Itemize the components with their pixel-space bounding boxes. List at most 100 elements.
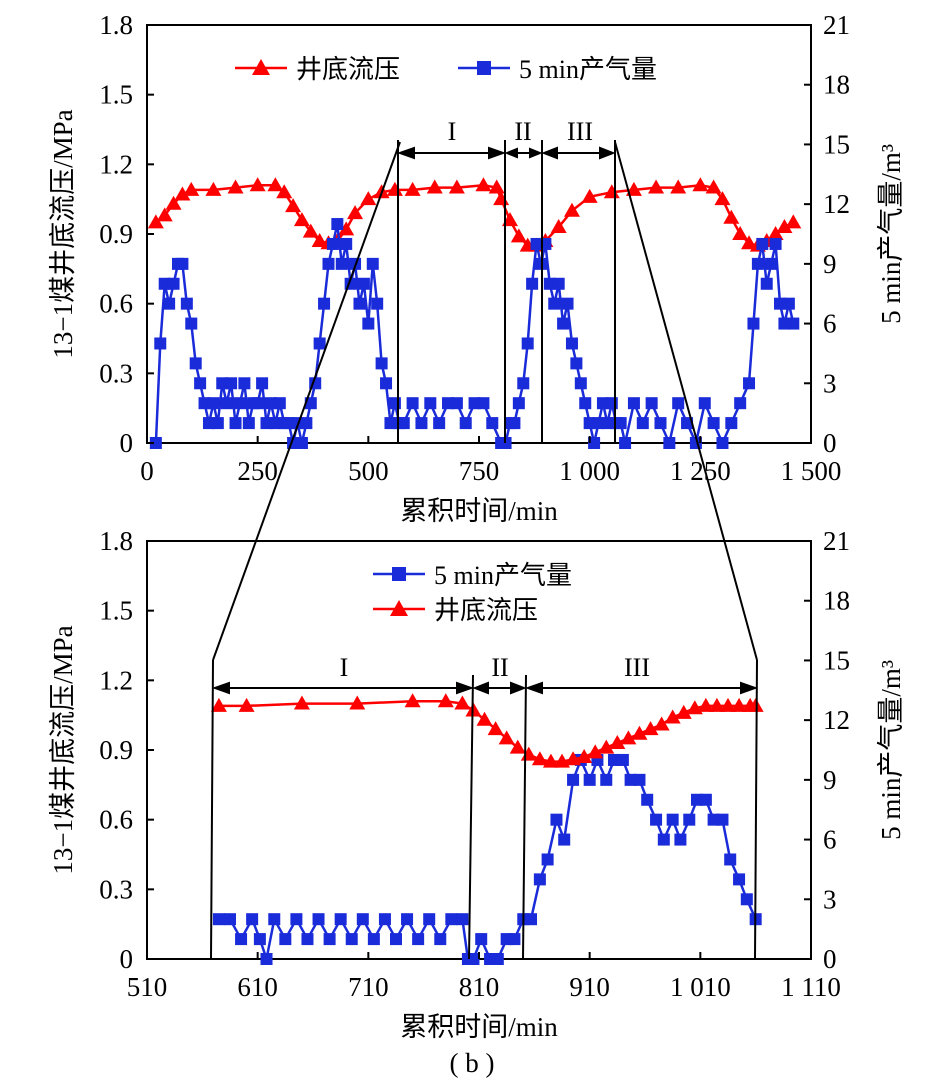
gas-point	[619, 437, 632, 449]
pressure-point	[550, 219, 567, 234]
gas-point	[433, 417, 446, 430]
legend-label-gas: 5 min产气量	[434, 561, 572, 590]
gas-point	[415, 417, 428, 430]
gas-point	[189, 357, 202, 370]
gas-point	[614, 417, 627, 430]
gas-point	[212, 913, 225, 926]
pressure-point	[487, 721, 504, 736]
y-right-tick-label: 12	[823, 705, 850, 735]
legend: 井底流压 5 min产气量	[235, 55, 657, 84]
phase-label-3: III	[567, 117, 593, 146]
gas-point	[401, 913, 414, 926]
pressure-point	[692, 177, 709, 192]
gas-point	[312, 913, 325, 926]
gas-point	[521, 337, 534, 350]
gas-point	[185, 317, 198, 330]
pressure-point	[338, 221, 355, 236]
pressure-point	[785, 214, 802, 229]
y-right-tick-label: 0	[823, 944, 837, 974]
pressure-point	[205, 181, 222, 196]
y-right-axis-title: 5 min产气量/m³	[876, 144, 906, 324]
gas-point	[769, 237, 782, 250]
phase-boundary-line	[468, 674, 474, 960]
pressure-line	[155, 183, 794, 247]
y-left-tick-label: 1.8	[99, 526, 133, 556]
gas-point	[335, 257, 348, 270]
gas-point	[699, 793, 712, 806]
gas-point	[512, 397, 525, 410]
pressure-point	[183, 181, 200, 196]
gas-point	[412, 933, 425, 946]
phase-boundary-line	[210, 659, 214, 960]
gas-point	[253, 933, 266, 946]
gas-point	[326, 237, 339, 250]
y-right-tick-label: 21	[823, 10, 850, 40]
pressure-point	[476, 711, 493, 726]
x-tick-label: 1 110	[781, 972, 841, 1002]
gas-point	[707, 417, 720, 430]
gas-point	[318, 297, 331, 310]
gas-point	[445, 913, 458, 926]
gas-point	[756, 237, 769, 250]
gas-point	[550, 813, 563, 826]
gas-point	[683, 813, 696, 826]
gas-point	[716, 437, 729, 449]
y-left-tick-label: 1.2	[99, 149, 133, 179]
pressure-point	[631, 725, 648, 740]
gas-point	[251, 397, 264, 410]
phase-arrow	[212, 681, 758, 695]
gas-point	[356, 913, 369, 926]
pressure-point	[642, 721, 659, 736]
x-tick-label: 1 010	[670, 972, 731, 1002]
y-right-tick-label: 9	[823, 249, 837, 279]
gas-point	[233, 397, 246, 410]
gas-point	[641, 793, 654, 806]
pressure-point	[210, 697, 227, 712]
gas-point	[207, 397, 220, 410]
pressure-point	[448, 179, 465, 194]
gas-point	[194, 377, 207, 390]
pressure-point	[620, 730, 637, 745]
gas-point	[526, 277, 539, 290]
gas-point	[508, 417, 521, 430]
x-tick-label: 500	[348, 456, 389, 486]
pressure-point	[404, 181, 421, 196]
pressure-point	[276, 184, 293, 199]
gas-point	[627, 397, 640, 410]
pressure-point	[302, 223, 319, 238]
gas-point	[650, 813, 663, 826]
y-left-tick-label: 1.8	[99, 10, 133, 40]
zoom-connector	[212, 141, 758, 661]
y-left-tick-label: 0.9	[99, 219, 133, 249]
plot-series-layer	[147, 177, 802, 449]
phase-label-2: II	[514, 117, 531, 146]
gas-point	[424, 397, 437, 410]
gas-line	[218, 756, 757, 964]
phase-boundary-line	[522, 674, 527, 960]
x-tick-label: 810	[459, 972, 500, 1002]
phase-label-1: I	[448, 117, 457, 146]
gas-point	[533, 873, 546, 886]
pressure-point	[360, 191, 377, 206]
y-left-tick-label: 0.6	[99, 289, 133, 319]
legend-marker-square	[477, 61, 491, 75]
x-axis-title: 累积时间/min	[400, 496, 558, 526]
gas-point	[787, 317, 800, 330]
gas-point	[534, 257, 547, 270]
legend-marker-triangle	[390, 600, 408, 616]
gas-point	[561, 297, 574, 310]
pressure-point	[720, 697, 736, 712]
legend-label-pressure: 井底流压	[296, 55, 400, 84]
gas-point	[323, 933, 336, 946]
gas-point	[663, 437, 676, 449]
gas-point	[242, 417, 255, 430]
gas-point	[698, 397, 711, 410]
gas-point	[459, 417, 472, 430]
x-tick-label: 610	[237, 972, 278, 1002]
gas-point	[456, 913, 469, 926]
pressure-point	[227, 179, 244, 194]
phase-label-1: I	[340, 653, 349, 682]
y-right-axis-title: 5 min产气量/m³	[876, 660, 906, 840]
gas-point	[340, 237, 353, 250]
pressure-point	[776, 219, 793, 234]
